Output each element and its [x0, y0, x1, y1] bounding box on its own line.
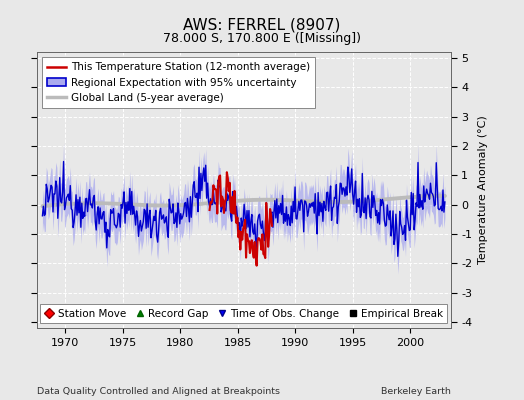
Text: AWS: FERREL (8907): AWS: FERREL (8907): [183, 18, 341, 33]
Legend: Station Move, Record Gap, Time of Obs. Change, Empirical Break: Station Move, Record Gap, Time of Obs. C…: [40, 304, 447, 323]
Y-axis label: Temperature Anomaly (°C): Temperature Anomaly (°C): [478, 116, 488, 264]
Text: Berkeley Earth: Berkeley Earth: [381, 387, 451, 396]
Text: Data Quality Controlled and Aligned at Breakpoints: Data Quality Controlled and Aligned at B…: [37, 387, 280, 396]
Text: 78.000 S, 170.800 E ([Missing]): 78.000 S, 170.800 E ([Missing]): [163, 32, 361, 45]
